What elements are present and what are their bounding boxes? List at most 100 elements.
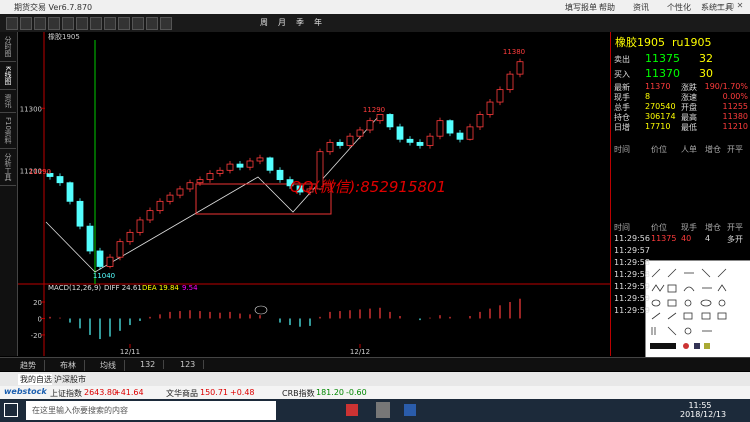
indicator-tab[interactable]: 123 (180, 360, 205, 369)
quote-label: 总手 (614, 103, 630, 112)
tool-button[interactable] (104, 17, 116, 30)
book-volume: 32 (699, 52, 713, 65)
trade-header: 价位 (651, 145, 667, 154)
window-controls[interactable]: — ▢ ✕ (716, 1, 744, 10)
period-button[interactable]: 周 (260, 18, 268, 27)
index-name: CRB指数 (282, 389, 315, 398)
quote-value: 17710 (645, 122, 671, 131)
drawn-box (195, 183, 332, 215)
price-annotation: 11380 (503, 48, 525, 56)
side-tab[interactable]: 分时图 (0, 32, 16, 62)
candle-body (106, 256, 114, 267)
tick-cell: 40 (681, 234, 692, 243)
trade-header: 增仓 (705, 145, 721, 154)
side-tab[interactable]: K线图 (0, 62, 16, 90)
watchlist-tab[interactable]: 沪深股市 (52, 374, 88, 385)
tool-button[interactable] (76, 17, 88, 30)
candle-body (76, 200, 84, 227)
indicator-tab[interactable]: 132 (140, 360, 165, 369)
chart-title: 橡胶1905 (48, 32, 80, 41)
index-value: 181.20 (316, 388, 344, 397)
x-tick-label: 12/12 (350, 348, 370, 356)
candle-body (406, 138, 414, 143)
clock-time: 11:55 (688, 401, 712, 410)
menu-item[interactable]: 帮助 (599, 3, 615, 12)
app-icon[interactable] (404, 404, 416, 416)
tick-time: 11:29:59 (614, 306, 650, 315)
period-button[interactable]: 年 (314, 18, 322, 27)
candle-body (476, 114, 484, 128)
period-button[interactable]: 季 (296, 18, 304, 27)
chart: 橡胶1905 11200 11300 12/11 12/12 11380 11290 111… (18, 32, 610, 356)
tool-button[interactable] (90, 17, 102, 30)
tool-button[interactable] (48, 17, 60, 30)
quote-title: 橡胶1905 ru1905 (615, 34, 712, 50)
watchlist-tab[interactable]: 我的自选 (18, 374, 54, 385)
tick-header: 时间 (614, 223, 630, 232)
side-tab[interactable]: F10资料 (0, 113, 16, 149)
indicator-tab[interactable]: 均线 (100, 360, 125, 371)
period-button[interactable]: 月 (278, 18, 286, 27)
quote-value: 0.00% (722, 92, 748, 101)
side-tab[interactable]: 分析工具 (0, 149, 16, 186)
quote-value: 270540 (645, 102, 676, 111)
menu-item[interactable]: 系统工具 (701, 3, 733, 12)
candle-body (226, 163, 234, 171)
title-bar: 期货交易 Ver6.7.870 填写报单 帮助 资讯 个性化 系统工具 — ▢ ✕ (0, 0, 750, 14)
menu-item[interactable]: 填写报单 (565, 3, 597, 12)
app-icon[interactable] (376, 402, 390, 418)
clock-date: 2018/12/13 (680, 410, 727, 419)
drawn-ellipse (254, 305, 268, 315)
search-box[interactable]: 在这里输入你要搜索的内容 (26, 401, 276, 420)
side-tabs: 分时图 K线图 资讯 F10资料 分析工具 (0, 32, 18, 356)
quote-value: 11370 (645, 82, 671, 91)
quote-value: 11255 (722, 102, 748, 111)
tool-icons (650, 268, 727, 349)
candle-body (126, 231, 134, 243)
tool-button[interactable] (34, 17, 46, 30)
watchlist-tabs: 我的自选 沪深股市 (0, 372, 750, 386)
candle-body (206, 173, 214, 181)
candle-body (136, 219, 144, 233)
candle-body (486, 101, 494, 115)
indicator-macd: 9.54 (182, 284, 198, 292)
indicator-tab[interactable]: 趋势 (20, 360, 45, 371)
ticker-bar: webstock 上证指数 2643.80 +41.64 文华商品 150.71 +0.48… (0, 386, 750, 399)
search-placeholder: 在这里输入你要搜索的内容 (32, 406, 128, 415)
tool-button[interactable] (118, 17, 130, 30)
start-button[interactable] (4, 403, 18, 417)
tick-cell: 11:29:56 (614, 234, 650, 243)
tool-button[interactable] (62, 17, 74, 30)
candle-body (186, 182, 194, 190)
drawing-tools-popup[interactable] (645, 260, 750, 358)
side-tab[interactable]: 资讯 (0, 90, 16, 113)
tick-time: 11:29:57 (614, 246, 650, 255)
candle-body (346, 135, 354, 146)
quote-label: 现手 (614, 93, 630, 102)
book-price: 11375 (645, 52, 680, 65)
quote-label: 最高 (681, 113, 697, 122)
quote-label: 日增 (614, 123, 630, 132)
tool-button[interactable] (160, 17, 172, 30)
book-label: 买入 (614, 70, 630, 79)
indicator-tab[interactable]: 布林 (60, 360, 85, 371)
candle-body (496, 89, 504, 103)
tick-time: 11:29:58 (614, 270, 650, 279)
candle-body (326, 141, 334, 153)
tool-button[interactable] (20, 17, 32, 30)
tool-button[interactable] (6, 17, 18, 30)
y-tick-label: 11200 (20, 167, 42, 175)
menu-item[interactable]: 资讯 (633, 3, 649, 12)
candle-body (46, 173, 54, 177)
app-icon[interactable] (346, 404, 358, 416)
book-label: 卖出 (614, 55, 630, 64)
candle-body (306, 188, 314, 193)
tool-button[interactable] (132, 17, 144, 30)
candle-body (436, 120, 444, 137)
index-name: 上证指数 (50, 389, 82, 398)
candle-body (156, 200, 164, 212)
menu-item[interactable]: 个性化 (667, 3, 691, 12)
quote-label: 涨速 (681, 93, 697, 102)
tool-button[interactable] (146, 17, 158, 30)
candle-body (336, 141, 344, 146)
